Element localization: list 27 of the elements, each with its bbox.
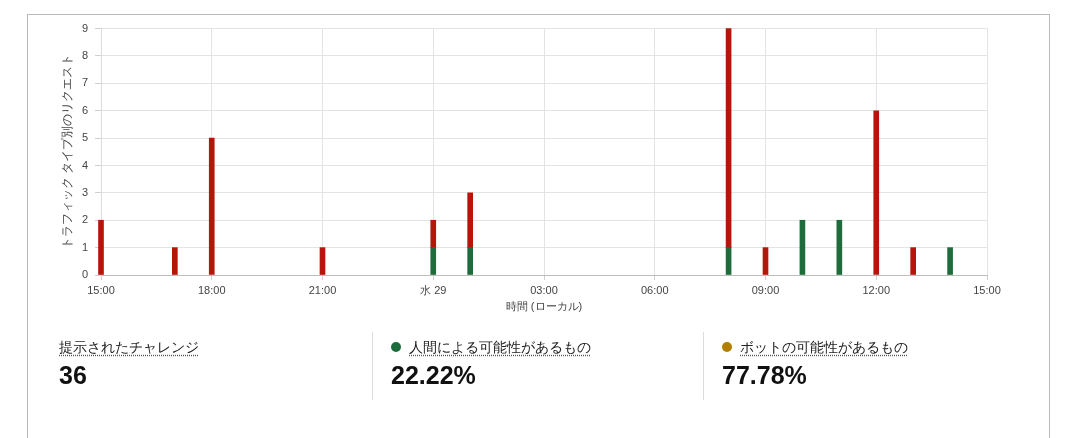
y-tick-label: 4 — [81, 158, 88, 171]
text: 36 — [59, 360, 87, 390]
x-tick-label: 15:00 — [87, 283, 115, 296]
y-tick-label: 7 — [81, 76, 88, 89]
text: ボットの可能性があるもの — [740, 338, 908, 357]
y-tick-label: 2 — [81, 213, 88, 226]
x-tick-label: 09:00 — [751, 283, 780, 296]
text: 22.22% — [391, 360, 476, 390]
x-tick-label: 06:00 — [640, 283, 669, 296]
text: 提示されたチャレンジ — [59, 338, 199, 357]
y-tick-label: 3 — [81, 185, 88, 198]
text: 77.78% — [722, 360, 807, 390]
y-axis-title: トラフィック タイプ別のリクエスト — [59, 54, 74, 250]
y-tick-label: 5 — [81, 131, 88, 144]
x-tick-label: 15:00 — [973, 283, 1001, 296]
y-tick-label: 8 — [81, 49, 88, 62]
text: 人間による可能性があるもの — [409, 338, 591, 357]
x-tick-label: 03:00 — [530, 283, 558, 296]
x-axis-title: 時間 (ローカル) — [505, 300, 583, 313]
x-tick-label: 水 29 — [420, 283, 447, 296]
x-tick-label: 12:00 — [862, 283, 891, 296]
y-tick-label: 1 — [81, 240, 88, 253]
y-tick-label: 9 — [81, 21, 88, 34]
x-tick-label: 18:00 — [197, 283, 226, 296]
x-tick-label: 21:00 — [308, 283, 337, 296]
y-tick-label: 6 — [81, 103, 88, 116]
y-tick-label: 0 — [81, 268, 88, 281]
